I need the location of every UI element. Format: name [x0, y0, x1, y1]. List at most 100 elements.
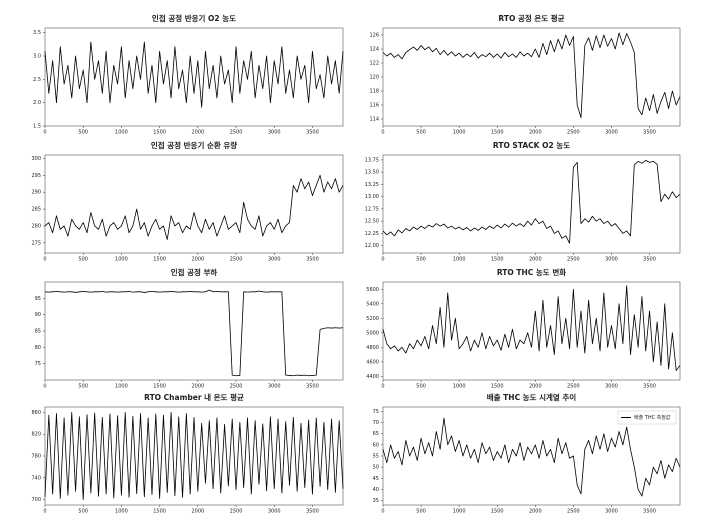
x-tick-label: 2500	[230, 257, 243, 263]
data-line	[382, 417, 681, 497]
chart-title: 인접 공정 반응기 O2 농도	[152, 13, 236, 23]
x-tick-label: 500	[78, 384, 88, 390]
x-tick-label: 500	[416, 130, 426, 136]
plot-frame	[44, 154, 344, 254]
x-tick-label: 3500	[306, 509, 319, 515]
y-tick-label: 4600	[366, 359, 379, 365]
x-tick-label: 1000	[115, 509, 128, 515]
y-tick-label: 12.25	[365, 231, 379, 237]
x-tick-label: 500	[78, 257, 88, 263]
x-tick-label: 1000	[115, 130, 128, 136]
y-tick-label: 285	[31, 207, 41, 213]
x-tick-label: 1000	[453, 384, 466, 390]
y-tick-label: 75	[35, 361, 41, 367]
legend-label: 배출 THC 측정값	[634, 414, 671, 421]
x-tick-label: 2500	[230, 384, 243, 390]
x-tick-label: 1000	[453, 130, 466, 136]
data-line	[44, 412, 344, 500]
y-tick-label: 50	[373, 465, 379, 471]
y-tick-label: 275	[31, 240, 41, 246]
y-tick-label: 2.0	[33, 100, 41, 106]
plot-frame	[44, 281, 344, 381]
plot-frame	[382, 281, 681, 381]
x-tick-label: 3500	[306, 130, 319, 136]
y-tick-label: 5000	[366, 330, 379, 336]
x-tick-label: 3000	[268, 384, 281, 390]
x-tick-label: 1500	[153, 257, 166, 263]
x-tick-label: 500	[416, 257, 426, 263]
chart-title: RTO 공정 온도 평균	[498, 13, 564, 23]
x-tick-label: 2500	[230, 509, 243, 515]
data-line	[382, 159, 681, 244]
y-tick-label: 5200	[366, 316, 379, 322]
x-tick-label: 1500	[491, 130, 504, 136]
x-tick-label: 1000	[115, 257, 128, 263]
y-tick-label: 4800	[366, 345, 379, 351]
data-line	[382, 32, 681, 118]
y-tick-label: 13.50	[365, 170, 379, 176]
x-tick-label: 2000	[191, 130, 204, 136]
y-tick-label: 5400	[366, 301, 379, 307]
x-tick-label: 3500	[643, 509, 656, 515]
x-tick-label: 0	[43, 384, 46, 390]
y-tick-label: 126	[369, 33, 379, 39]
x-tick-label: 1000	[453, 509, 466, 515]
y-tick-label: 95	[35, 296, 41, 302]
x-tick-label: 3000	[605, 130, 618, 136]
y-tick-label: 45	[373, 476, 379, 482]
x-tick-label: 1500	[491, 257, 504, 263]
y-tick-label: 1.5	[33, 124, 41, 130]
y-tick-label: 280	[31, 223, 41, 229]
chart-title: 인접 공정 부하	[171, 267, 218, 277]
y-tick-label: 5600	[366, 287, 379, 293]
y-tick-label: 290	[31, 190, 41, 196]
x-tick-label: 1500	[153, 384, 166, 390]
x-tick-label: 3000	[605, 257, 618, 263]
x-tick-label: 1500	[491, 384, 504, 390]
data-line	[44, 289, 344, 377]
y-tick-label: 60	[373, 442, 379, 448]
chart-title: RTO STACK O2 농도	[493, 140, 570, 150]
y-tick-label: 120	[369, 75, 379, 81]
y-tick-label: 13.75	[365, 157, 379, 163]
x-tick-label: 2500	[567, 130, 580, 136]
y-tick-label: 2.5	[33, 77, 41, 83]
y-tick-label: 85	[35, 329, 41, 335]
x-tick-label: 2000	[529, 384, 542, 390]
x-tick-label: 2000	[529, 509, 542, 515]
chart-title: RTO THC 농도 변화	[497, 267, 566, 277]
y-tick-label: 122	[369, 61, 379, 67]
y-tick-label: 114	[369, 117, 379, 123]
x-tick-label: 1000	[453, 257, 466, 263]
x-tick-label: 2500	[567, 257, 580, 263]
chart-title: 배출 THC 농도 시계열 추이	[487, 392, 577, 402]
y-tick-label: 295	[31, 173, 41, 179]
y-tick-label: 12.75	[365, 206, 379, 212]
x-tick-label: 2000	[191, 384, 204, 390]
y-tick-label: 13.25	[365, 182, 379, 188]
y-tick-label: 700	[31, 497, 41, 503]
x-tick-label: 2500	[567, 384, 580, 390]
x-tick-label: 2500	[567, 509, 580, 515]
data-line	[44, 174, 344, 240]
x-tick-label: 2000	[191, 509, 204, 515]
x-tick-label: 3500	[643, 130, 656, 136]
y-tick-label: 70	[373, 420, 379, 426]
chart-title: RTO Chamber 내 온도 평균	[144, 392, 244, 402]
y-tick-label: 300	[31, 156, 41, 162]
x-tick-label: 3000	[268, 130, 281, 136]
data-line	[382, 285, 681, 371]
y-tick-label: 4400	[366, 374, 379, 380]
x-tick-label: 0	[381, 130, 384, 136]
x-tick-label: 500	[416, 384, 426, 390]
x-tick-label: 1500	[491, 509, 504, 515]
x-tick-label: 3500	[306, 384, 319, 390]
plot-frame	[382, 27, 681, 127]
x-tick-label: 3500	[643, 384, 656, 390]
plot-frame	[44, 27, 344, 127]
x-tick-label: 3500	[306, 257, 319, 263]
x-tick-label: 2500	[230, 130, 243, 136]
y-tick-label: 3.5	[33, 30, 41, 36]
x-tick-label: 1500	[153, 130, 166, 136]
y-tick-label: 118	[369, 89, 379, 95]
